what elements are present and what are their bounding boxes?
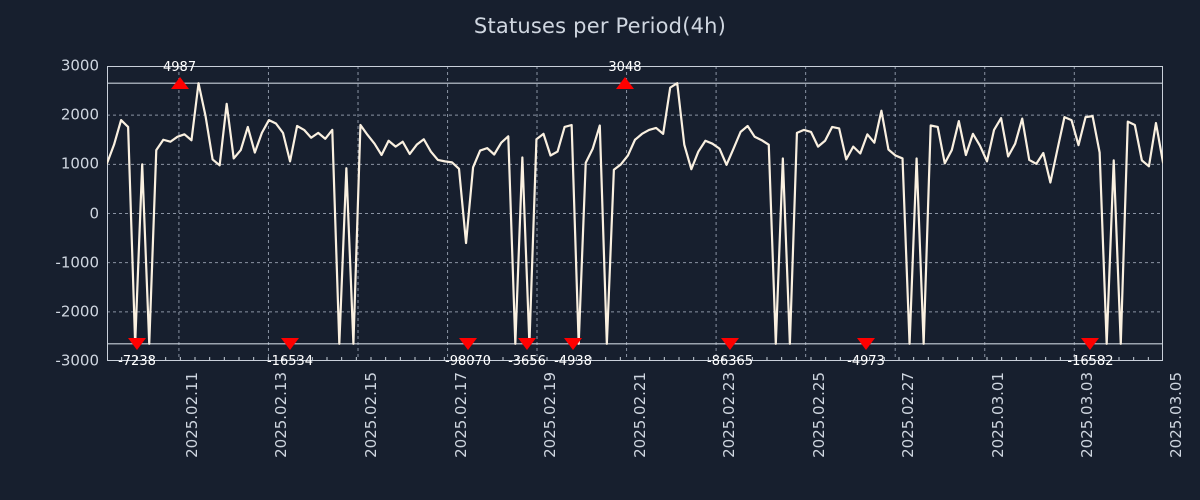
y-tick-label: 2000 [60, 105, 99, 124]
x-tick-label: 2025.03.05 [1167, 372, 1185, 458]
x-tick-label: 2025.02.13 [272, 372, 291, 458]
data-series-line [107, 82, 1163, 345]
x-tick-label: 2025.02.25 [809, 372, 828, 458]
y-tick-label: 0 [89, 204, 99, 222]
x-tick-label: 2025.02.27 [899, 372, 918, 458]
x-tick-label: 2025.03.03 [1078, 372, 1097, 458]
y-tick-label: 3000 [60, 56, 99, 75]
plot-svg [107, 66, 1163, 361]
plot-area [107, 66, 1163, 361]
chart-title: Statuses per Period(4h) [473, 14, 727, 38]
x-tick-label: 2025.02.11 [182, 372, 201, 458]
y-tick-label: 1000 [60, 154, 99, 173]
x-tick-label: 2025.02.17 [451, 372, 470, 458]
y-tick-label: -1000 [55, 253, 99, 272]
y-axis-tick-labels: 3000 2000 1000 0 -1000 -2000 -3000 [0, 58, 99, 368]
y-tick-label: -2000 [55, 302, 99, 321]
x-tick-label: 2025.03.01 [988, 372, 1007, 458]
x-tick-label: 2025.02.15 [362, 372, 380, 458]
x-tick-label: 2025.02.23 [720, 372, 739, 458]
x-tick-label: 2025.02.21 [630, 372, 649, 458]
x-tick-label: 2025.02.19 [541, 372, 559, 458]
y-tick-label: -3000 [55, 351, 99, 370]
x-axis-tick-labels: 2025.02.11 2025.02.13 2025.02.15 2025.02.17… [107, 366, 1185, 496]
